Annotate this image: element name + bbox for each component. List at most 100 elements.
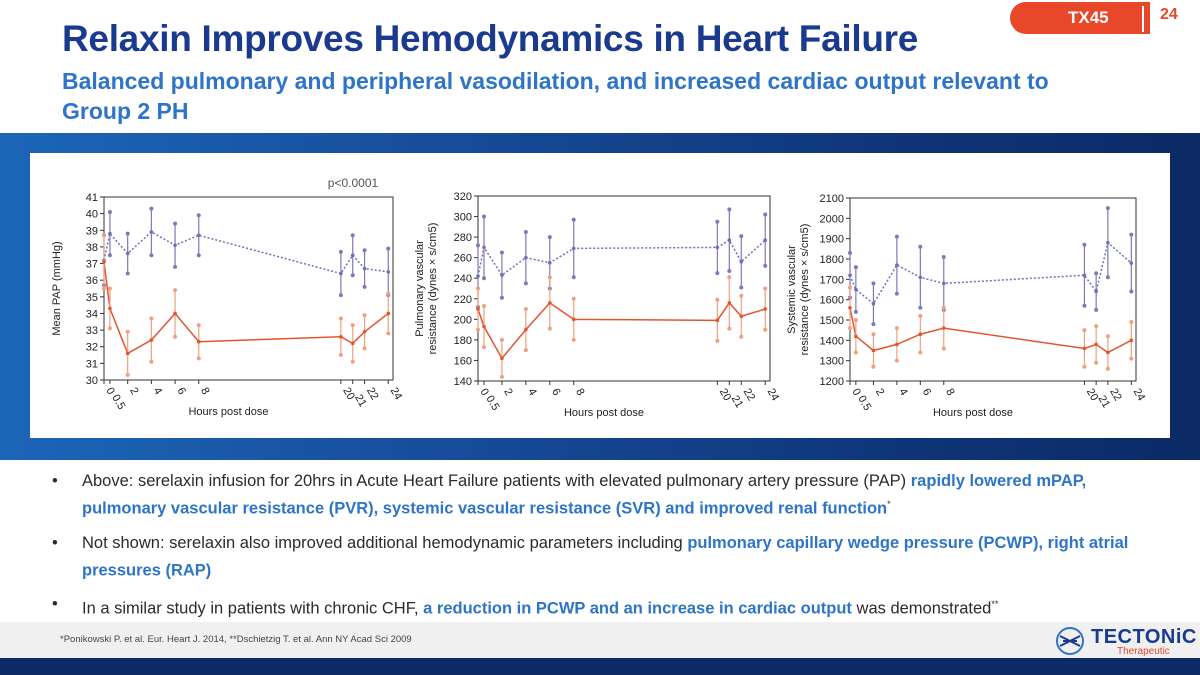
error-cap [196,356,201,361]
error-cap [1082,303,1087,308]
y-axis-label-line: Pulmonary vascular [414,240,426,337]
series-solid [476,275,768,379]
error-cap [1105,206,1110,211]
bullet-text: In a similar study in patients with chro… [82,599,424,618]
bullet-highlight: a reduction in PCWP and an increase in c… [423,599,852,618]
p-value-annotation: p<0.0001 [328,176,379,190]
x-tick-label: 2 [501,387,514,398]
data-point [350,253,355,258]
data-point [362,266,367,271]
plot-frame [849,197,1137,382]
error-cap [125,329,130,334]
error-cap [362,248,367,253]
y-tick-label: 2100 [820,193,844,205]
series-dotted [476,207,768,309]
error-cap [107,209,112,214]
chart-3: 1200130014001500160017001800190020002100… [786,193,1147,419]
x-tick-label: 21 [1096,394,1113,411]
data-point [848,306,852,310]
bottom-bar [0,658,1200,675]
error-cap [727,207,732,212]
data-point [895,263,899,267]
data-point [339,271,343,276]
y-tick-label: 38 [86,242,98,254]
series-line [103,231,389,275]
logo-name: TECTONiC [1091,626,1197,648]
x-tick-label: 0.5 [483,394,501,413]
error-cap [499,374,504,379]
x-tick-label: 21 [729,394,746,411]
error-cap [547,275,552,280]
y-tick-label: 260 [454,253,472,265]
y-tick-label: 1700 [820,274,844,286]
bullet-item-2: • Not shown: serelaxin also improved add… [40,532,1170,583]
error-cap [149,359,154,364]
x-tick-label: 0.5 [855,394,873,413]
error-cap [1082,328,1087,333]
plot-frame [103,196,394,381]
error-cap [871,364,876,369]
footer-bar [0,622,1200,658]
y-tick-label: 39 [86,225,98,237]
x-tick-label: 20 [717,387,734,404]
y-tick-label: 300 [454,212,472,224]
data-point [476,274,480,278]
error-cap [350,359,355,364]
y-tick-label: 41 [86,192,98,204]
error-cap [1094,360,1099,365]
error-cap [476,243,480,248]
data-point [848,273,852,278]
data-point [125,351,130,356]
error-cap [571,275,576,280]
x-tick-label: 8 [943,387,956,398]
bullet-dot: • [52,595,58,613]
error-cap [763,327,768,332]
data-point [548,301,552,305]
data-point [1082,273,1087,278]
error-cap [499,295,504,300]
series-line [849,241,1132,305]
x-axis-label: Hours post dose [188,406,268,418]
bullet-dot: • [52,533,58,552]
data-point [339,334,343,339]
data-point [715,245,720,250]
y-tick-label: 220 [454,294,472,306]
error-cap [894,291,899,296]
data-point [1106,240,1110,245]
error-cap [149,253,154,258]
x-tick-label: 24 [765,387,782,404]
data-point [895,342,899,347]
error-cap [739,285,744,290]
bullet-dot: • [52,472,58,490]
bullet-highlight: rapidly lowered mPAP, pulmonary vascular… [82,472,1087,518]
error-cap [848,250,852,255]
error-cap [362,346,367,351]
bullet-text-end: was demonstrated [851,599,992,618]
error-cap [173,264,178,269]
data-point [571,246,576,251]
data-point [386,270,391,274]
error-cap [125,373,130,378]
x-tick-label: 8 [573,387,586,398]
y-tick-label: 33 [86,325,98,337]
y-tick-label: 34 [86,308,98,320]
y-axis-label: Pulmonary vascularresistance (dynes × s/… [414,223,439,355]
error-cap [715,271,720,276]
y-tick-label: 200 [454,314,472,326]
series-dotted [848,206,1134,327]
data-point [149,338,154,342]
series-line [477,239,766,277]
data-point [739,259,744,264]
data-point [173,311,177,316]
error-cap [173,288,178,293]
error-cap [1105,275,1110,280]
x-tick-label: 4 [525,387,538,398]
x-tick-label: 4 [896,387,909,398]
x-tick-label: 24 [1131,387,1148,404]
data-point [1129,338,1134,343]
error-cap [1094,307,1099,312]
x-tick-label: 20 [340,386,357,403]
y-axis-label-line: Systemic vascular [786,245,798,334]
x-tick-label: 0 [849,387,862,398]
